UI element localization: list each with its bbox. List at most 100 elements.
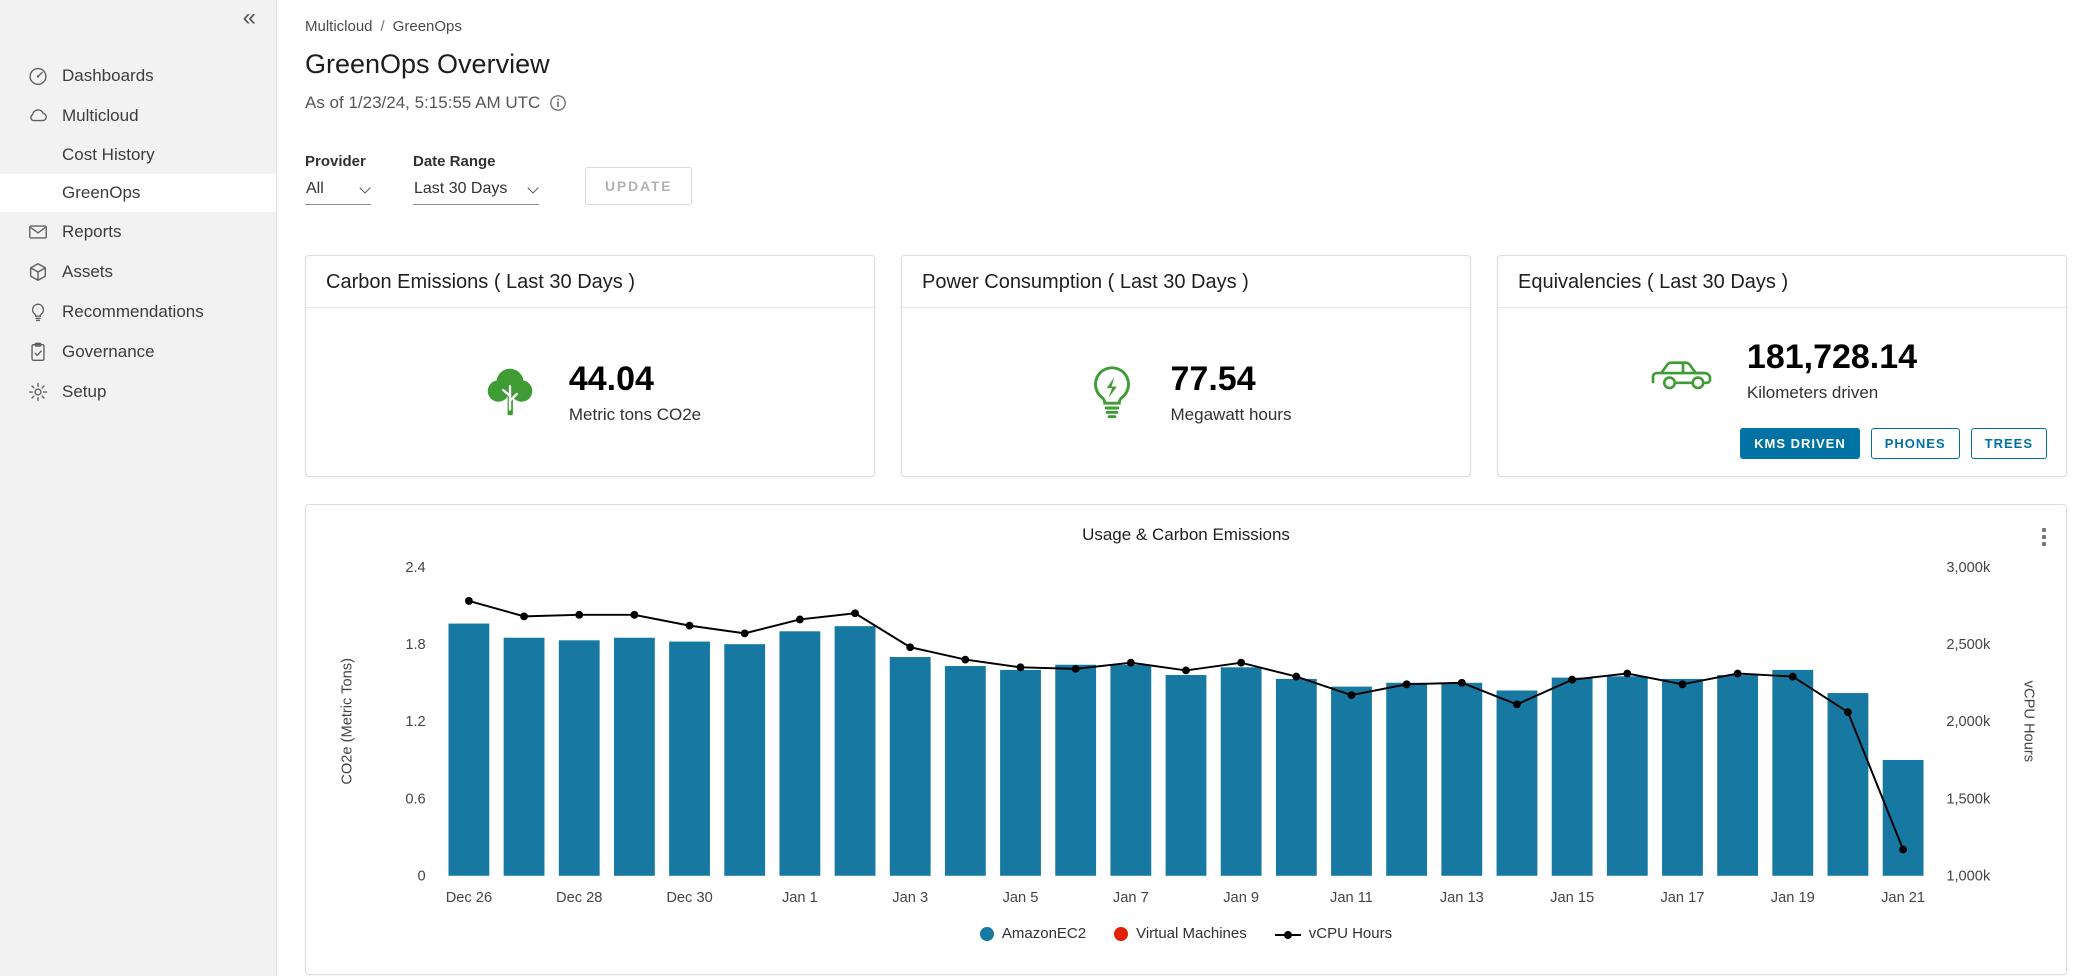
car-icon bbox=[1651, 361, 1712, 390]
kebab-menu-icon[interactable] bbox=[2040, 523, 2049, 551]
sidebar-item-label: Setup bbox=[62, 382, 107, 401]
kms-driven-button[interactable]: KMS DRIVEN bbox=[1740, 428, 1860, 459]
sidebar: « Dashboards Multicloud Cost History Gre… bbox=[0, 0, 277, 976]
date-range-select[interactable]: Last 30 Days bbox=[413, 180, 539, 205]
legend-label: vCPU Hours bbox=[1308, 925, 1393, 942]
card-title: Carbon Emissions ( Last 30 Days ) bbox=[306, 256, 874, 308]
card-title: Power Consumption ( Last 30 Days ) bbox=[902, 256, 1470, 308]
sidebar-nav: Dashboards Multicloud Cost History Green… bbox=[0, 56, 276, 412]
gear-icon bbox=[28, 382, 48, 402]
sidebar-item-label: GreenOps bbox=[62, 183, 141, 202]
svg-text:Jan 9: Jan 9 bbox=[1223, 890, 1259, 906]
svg-text:Jan 21: Jan 21 bbox=[1881, 890, 1925, 906]
card-body: 181,728.14 Kilometers driven KMS DRIVEN … bbox=[1498, 308, 2066, 476]
equivalency-toggle-group: KMS DRIVEN PHONES TREES bbox=[1498, 428, 2066, 476]
main-content: Multicloud / GreenOps GreenOps Overview … bbox=[278, 0, 2098, 975]
equivalency-value: 181,728.14 bbox=[1746, 337, 1918, 376]
date-range-label: Date Range bbox=[413, 153, 496, 170]
cloud-icon bbox=[30, 109, 47, 122]
sidebar-item-recommendations[interactable]: Recommendations bbox=[0, 292, 276, 332]
sidebar-item-reports[interactable]: Reports bbox=[0, 212, 276, 252]
carbon-unit: Metric tons CO2e bbox=[568, 404, 702, 424]
svg-text:Dec 26: Dec 26 bbox=[446, 890, 492, 906]
carbon-emissions-card: Carbon Emissions ( Last 30 Days ) 44.04 … bbox=[305, 255, 875, 477]
svg-text:3,000k: 3,000k bbox=[1946, 560, 1991, 576]
sidebar-item-cost-history[interactable]: Cost History bbox=[0, 136, 276, 174]
svg-text:2,000k: 2,000k bbox=[1946, 714, 1991, 730]
carbon-value: 44.04 bbox=[568, 359, 654, 398]
svg-text:2,500k: 2,500k bbox=[1946, 637, 1991, 653]
sidebar-item-label: Multicloud bbox=[62, 106, 139, 125]
svg-text:0.6: 0.6 bbox=[405, 791, 425, 807]
sidebar-item-setup[interactable]: Setup bbox=[0, 372, 276, 412]
breadcrumb-greenops[interactable]: GreenOps bbox=[392, 18, 462, 35]
equivalency-unit: Kilometers driven bbox=[1746, 382, 1879, 402]
lightbulb-energy-icon bbox=[1093, 366, 1130, 419]
svg-text:Jan 1: Jan 1 bbox=[782, 890, 818, 906]
sidebar-item-label: Recommendations bbox=[62, 302, 204, 321]
info-icon[interactable] bbox=[549, 94, 567, 112]
provider-value: All bbox=[306, 180, 324, 197]
provider-select[interactable]: All bbox=[305, 180, 371, 205]
provider-filter: Provider All bbox=[305, 153, 371, 205]
card-title: Equivalencies ( Last 30 Days ) bbox=[1498, 256, 2066, 308]
svg-text:2.4: 2.4 bbox=[405, 560, 425, 576]
sidebar-item-dashboards[interactable]: Dashboards bbox=[0, 56, 276, 96]
date-range-filter: Date Range Last 30 Days bbox=[413, 153, 539, 205]
sidebar-item-label: Governance bbox=[62, 342, 155, 361]
chart-legend: AmazonEC2 Virtual Machines vCPU Hours bbox=[326, 925, 2046, 942]
sidebar-item-label: Cost History bbox=[62, 145, 155, 164]
svg-text:0: 0 bbox=[418, 869, 426, 885]
update-button[interactable]: UPDATE bbox=[585, 167, 693, 205]
svg-text:Jan 15: Jan 15 bbox=[1550, 890, 1594, 906]
svg-text:Jan 17: Jan 17 bbox=[1660, 890, 1704, 906]
svg-text:Jan 13: Jan 13 bbox=[1440, 890, 1484, 906]
legend-item-virtual-machines[interactable]: Virtual Machines bbox=[1114, 925, 1247, 942]
sidebar-item-label: Dashboards bbox=[62, 66, 154, 85]
card-body: 77.54 Megawatt hours bbox=[902, 308, 1470, 476]
envelope-icon bbox=[29, 225, 47, 239]
chevron-down-icon bbox=[527, 181, 539, 194]
breadcrumb-multicloud[interactable]: Multicloud bbox=[305, 18, 373, 35]
svg-text:Jan 11: Jan 11 bbox=[1330, 890, 1373, 906]
chart-title: Usage & Carbon Emissions bbox=[1082, 525, 1290, 544]
legend-item-amazonec2[interactable]: AmazonEC2 bbox=[979, 925, 1086, 942]
legend-marker bbox=[979, 926, 994, 941]
legend-marker bbox=[1114, 926, 1129, 941]
breadcrumb-separator: / bbox=[380, 18, 385, 35]
metric-cards-row: Carbon Emissions ( Last 30 Days ) 44.04 … bbox=[305, 255, 2067, 477]
legend-item-vcpu-hours[interactable]: vCPU Hours bbox=[1274, 925, 1393, 942]
svg-text:Jan 7: Jan 7 bbox=[1113, 890, 1149, 906]
chevron-down-icon bbox=[359, 181, 371, 194]
sidebar-item-governance[interactable]: Governance bbox=[0, 332, 276, 372]
metric-block: 44.04 Metric tons CO2e bbox=[569, 360, 701, 425]
metric-block: 181,728.14 Kilometers driven bbox=[1747, 338, 1917, 403]
sidebar-item-multicloud[interactable]: Multicloud bbox=[0, 96, 276, 136]
date-range-value: Last 30 Days bbox=[414, 180, 508, 197]
filter-bar: Provider All Date Range Last 30 Days UPD… bbox=[305, 153, 2067, 205]
page-title: GreenOps Overview bbox=[305, 49, 550, 79]
metric-block: 77.54 Megawatt hours bbox=[1171, 360, 1292, 425]
collapse-sidebar-icon[interactable]: « bbox=[242, 4, 256, 31]
legend-marker bbox=[1274, 928, 1301, 940]
equivalency-metric: 181,728.14 Kilometers driven bbox=[1498, 308, 2066, 428]
svg-text:Jan 3: Jan 3 bbox=[892, 890, 928, 906]
sidebar-item-assets[interactable]: Assets bbox=[0, 252, 276, 292]
gauge-icon bbox=[29, 67, 47, 86]
svg-text:1.2: 1.2 bbox=[405, 714, 425, 730]
sidebar-item-greenops[interactable]: GreenOps bbox=[0, 174, 276, 212]
tree-icon bbox=[487, 368, 533, 416]
svg-text:vCPU Hours: vCPU Hours bbox=[2021, 681, 2037, 762]
card-body: 44.04 Metric tons CO2e bbox=[306, 308, 874, 476]
clipboard-check-icon bbox=[31, 342, 45, 361]
sidebar-item-label: Reports bbox=[62, 222, 122, 241]
trees-button[interactable]: TREES bbox=[1970, 428, 2047, 459]
sidebar-item-label: Assets bbox=[62, 262, 114, 281]
provider-label: Provider bbox=[305, 153, 366, 170]
svg-text:CO2e (Metric Tons): CO2e (Metric Tons) bbox=[339, 658, 355, 785]
svg-text:Dec 30: Dec 30 bbox=[666, 890, 712, 906]
breadcrumb: Multicloud / GreenOps bbox=[305, 18, 2067, 35]
svg-text:1,500k: 1,500k bbox=[1946, 791, 1991, 807]
as-of-text: As of 1/23/24, 5:15:55 AM UTC bbox=[305, 93, 541, 112]
phones-button[interactable]: PHONES bbox=[1870, 428, 1960, 459]
